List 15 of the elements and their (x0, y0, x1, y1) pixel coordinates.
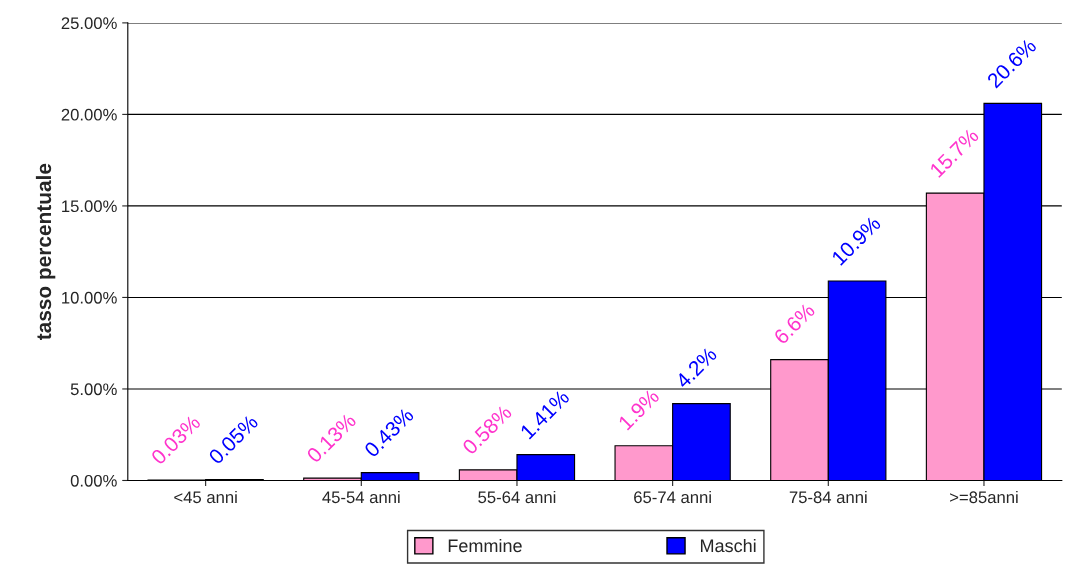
y-tick-label: 0.00% (70, 474, 117, 487)
x-tick-label: 75-84 anni (789, 490, 867, 504)
y-tick-label: 10.00% (62, 291, 117, 304)
y-axis-title: tasso percentuale (35, 163, 56, 340)
y-tick-label: 20.00% (61, 108, 117, 121)
y-tick-label: 25.00% (61, 17, 117, 30)
x-tick-label: 65-74 anni (634, 490, 711, 504)
y-tick-label: 15.00% (62, 200, 117, 213)
x-tick-label: 45-54 anni (322, 490, 400, 504)
x-tick-label: >=85anni (950, 490, 1018, 504)
x-tick-label: <45 anni (174, 490, 237, 504)
legend-label: Maschi (700, 538, 756, 553)
legend-label: Femmine (448, 538, 522, 553)
x-tick-label: 55-64 anni (478, 490, 556, 504)
y-tick-label: 5.00% (70, 383, 117, 396)
